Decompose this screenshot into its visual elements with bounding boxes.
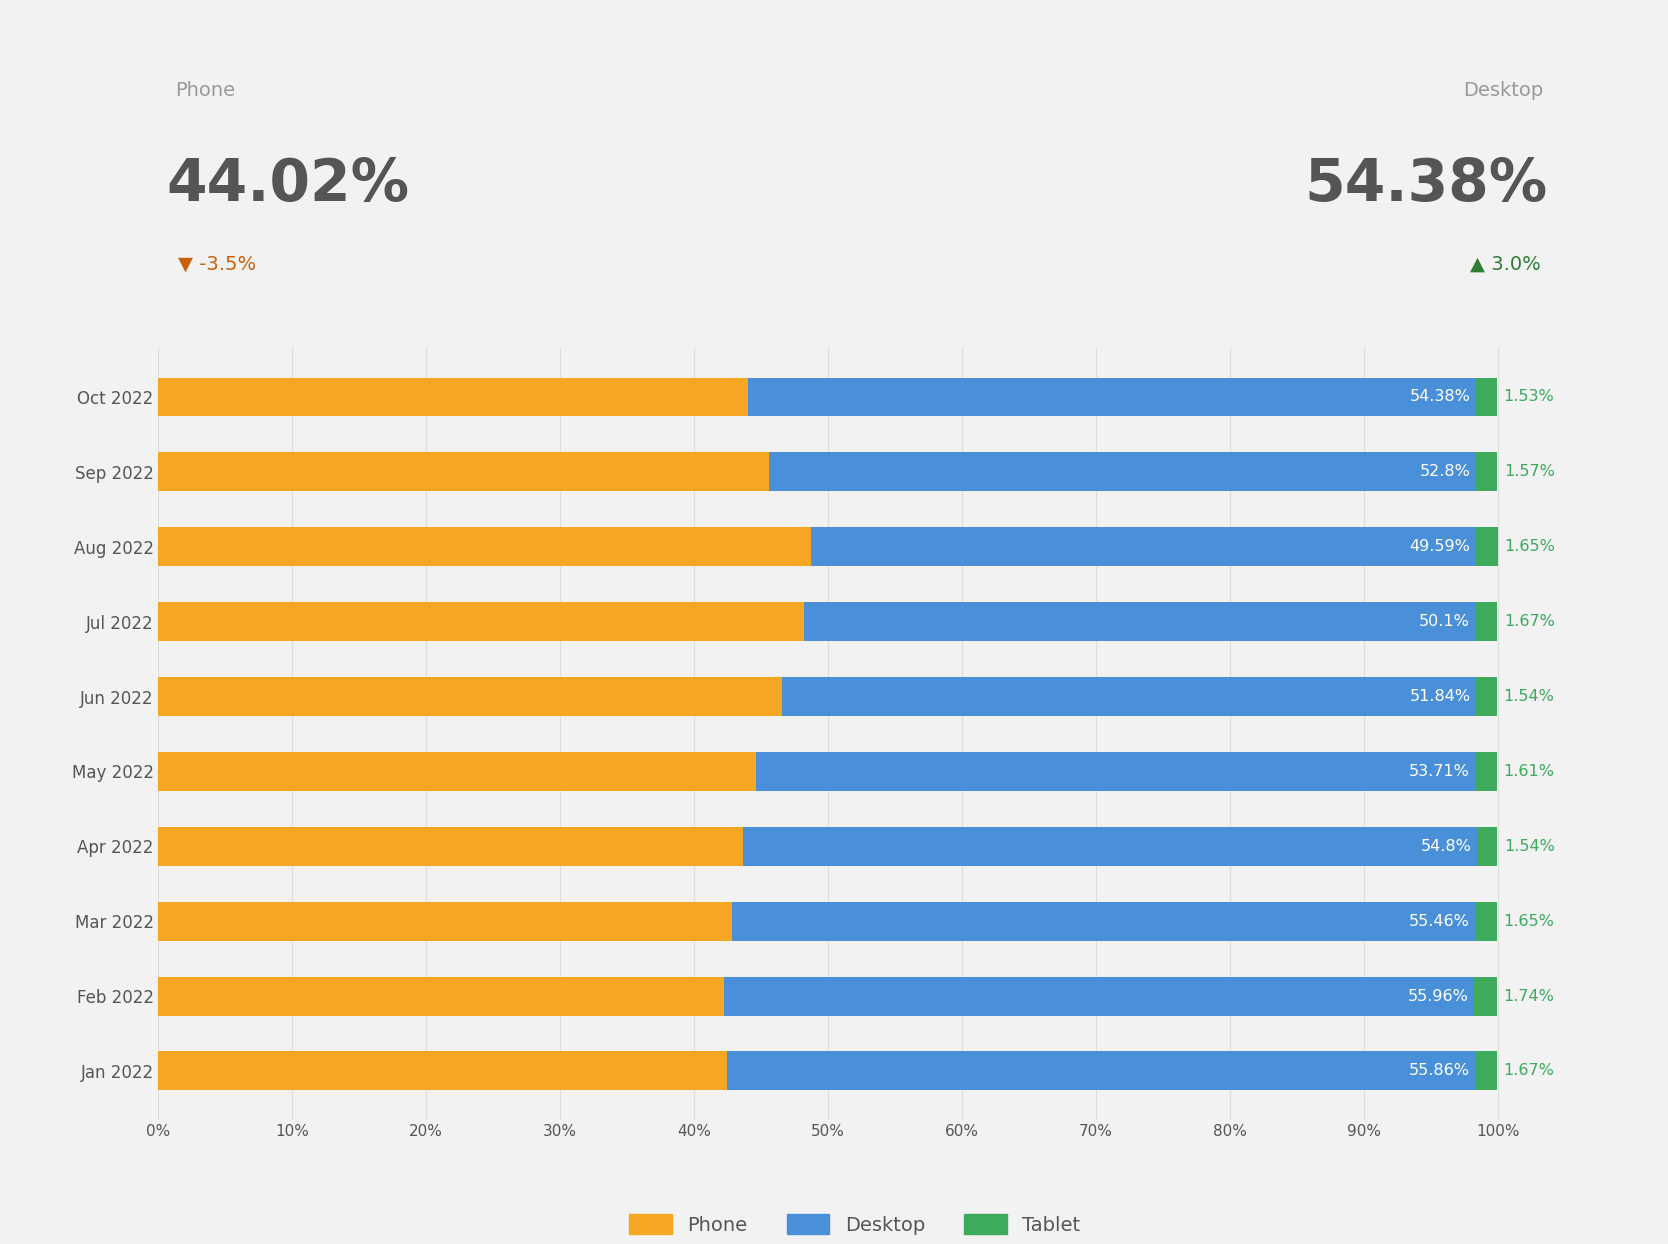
Text: 1.65%: 1.65%: [1503, 913, 1555, 929]
Bar: [158, 751, 756, 791]
Text: 55.96%: 55.96%: [1408, 989, 1468, 1004]
Bar: [756, 751, 1475, 791]
Text: 50.1%: 50.1%: [1418, 615, 1470, 629]
Text: ▼ -3.5%: ▼ -3.5%: [178, 255, 257, 274]
Bar: [732, 902, 1475, 940]
Text: 1.67%: 1.67%: [1503, 1064, 1555, 1079]
Bar: [158, 602, 804, 641]
Bar: [1475, 902, 1496, 940]
Bar: [1476, 827, 1498, 866]
Bar: [1475, 1051, 1496, 1091]
Text: 1.54%: 1.54%: [1503, 689, 1555, 704]
Text: 1.54%: 1.54%: [1505, 838, 1555, 853]
Text: 54.38%: 54.38%: [1409, 389, 1471, 404]
Bar: [747, 377, 1476, 417]
Bar: [158, 527, 811, 566]
Text: 54.8%: 54.8%: [1421, 838, 1471, 853]
Bar: [158, 377, 747, 417]
Bar: [158, 1051, 727, 1091]
Bar: [782, 677, 1476, 717]
Bar: [1475, 751, 1496, 791]
Text: 1.67%: 1.67%: [1505, 615, 1555, 629]
Text: 42.42%: 42.42%: [661, 1064, 721, 1079]
Bar: [742, 827, 1476, 866]
Text: 42.82%: 42.82%: [666, 913, 727, 929]
Bar: [1475, 977, 1496, 1015]
Text: ▲ 3.0%: ▲ 3.0%: [1471, 255, 1541, 274]
Text: 44.02%: 44.02%: [167, 156, 410, 213]
Bar: [769, 453, 1476, 491]
Text: 54.38%: 54.38%: [1304, 156, 1548, 213]
Bar: [158, 977, 724, 1015]
Bar: [158, 677, 782, 717]
Bar: [1476, 377, 1496, 417]
Bar: [727, 1051, 1475, 1091]
Bar: [724, 977, 1475, 1015]
Text: 55.46%: 55.46%: [1408, 913, 1470, 929]
Legend: Phone, Desktop, Tablet: Phone, Desktop, Tablet: [622, 1207, 1088, 1243]
Bar: [1476, 453, 1498, 491]
Text: 55.86%: 55.86%: [1408, 1064, 1470, 1079]
Text: 43.64%: 43.64%: [677, 838, 737, 853]
Text: 51.84%: 51.84%: [1409, 689, 1471, 704]
Bar: [811, 527, 1476, 566]
Text: 44.02%: 44.02%: [682, 389, 742, 404]
Bar: [1475, 602, 1498, 641]
Bar: [1476, 527, 1498, 566]
Bar: [158, 827, 742, 866]
Text: 45.6%: 45.6%: [712, 464, 764, 479]
Text: 48.76%: 48.76%: [746, 539, 806, 555]
Text: 53.71%: 53.71%: [1409, 764, 1470, 779]
Text: 1.74%: 1.74%: [1503, 989, 1555, 1004]
Bar: [1476, 677, 1496, 717]
Text: 46.55%: 46.55%: [716, 689, 777, 704]
Bar: [158, 902, 732, 940]
Text: 1.65%: 1.65%: [1505, 539, 1555, 555]
Text: 1.61%: 1.61%: [1503, 764, 1555, 779]
Text: 1.53%: 1.53%: [1503, 389, 1555, 404]
Text: 52.8%: 52.8%: [1419, 464, 1471, 479]
Text: 1.57%: 1.57%: [1505, 464, 1555, 479]
Text: 42.25%: 42.25%: [659, 989, 719, 1004]
Text: 48.19%: 48.19%: [737, 615, 799, 629]
Bar: [158, 453, 769, 491]
Text: Phone: Phone: [175, 81, 235, 100]
Bar: [804, 602, 1475, 641]
Text: 44.6%: 44.6%: [699, 764, 751, 779]
Text: 49.59%: 49.59%: [1409, 539, 1470, 555]
Text: Desktop: Desktop: [1463, 81, 1543, 100]
